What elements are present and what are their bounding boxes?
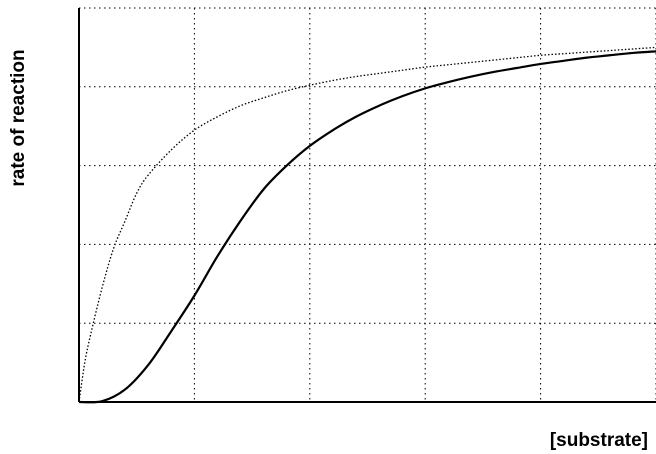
series-layer [78,46,656,404]
solid-curve-line [78,50,656,404]
y-axis-label: rate of reaction [8,49,29,186]
axes [78,8,656,403]
grid [79,7,656,402]
x-axis-label: [substrate] [550,430,648,451]
dotted-curve-line [78,46,656,403]
